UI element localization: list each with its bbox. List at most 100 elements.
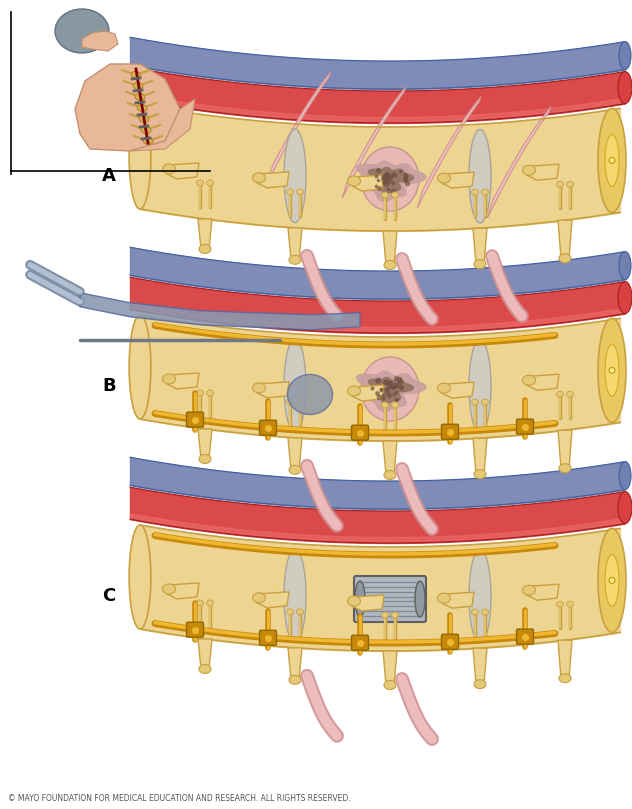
- Ellipse shape: [471, 399, 478, 405]
- Ellipse shape: [197, 600, 204, 606]
- FancyBboxPatch shape: [516, 419, 533, 434]
- Polygon shape: [198, 219, 212, 249]
- FancyBboxPatch shape: [260, 630, 277, 646]
- Ellipse shape: [135, 94, 145, 100]
- Polygon shape: [167, 583, 199, 599]
- Ellipse shape: [289, 256, 301, 265]
- Ellipse shape: [384, 260, 396, 269]
- Ellipse shape: [619, 252, 631, 280]
- Ellipse shape: [355, 581, 365, 617]
- Ellipse shape: [474, 680, 486, 688]
- Polygon shape: [473, 648, 487, 684]
- Polygon shape: [527, 375, 559, 390]
- Ellipse shape: [437, 593, 451, 604]
- FancyBboxPatch shape: [351, 635, 368, 650]
- Ellipse shape: [609, 158, 615, 163]
- Ellipse shape: [382, 612, 389, 618]
- Polygon shape: [558, 640, 572, 678]
- Ellipse shape: [286, 188, 293, 195]
- Polygon shape: [288, 648, 302, 680]
- Ellipse shape: [207, 180, 214, 186]
- Polygon shape: [473, 438, 487, 474]
- Ellipse shape: [288, 375, 332, 414]
- Ellipse shape: [296, 609, 303, 615]
- Ellipse shape: [162, 164, 176, 174]
- Ellipse shape: [348, 386, 360, 396]
- Ellipse shape: [391, 192, 399, 198]
- Ellipse shape: [197, 390, 204, 396]
- FancyBboxPatch shape: [516, 629, 533, 644]
- Ellipse shape: [296, 399, 303, 404]
- Ellipse shape: [253, 173, 265, 183]
- Polygon shape: [343, 87, 406, 198]
- FancyBboxPatch shape: [354, 576, 426, 622]
- Polygon shape: [288, 438, 302, 470]
- Polygon shape: [442, 172, 474, 188]
- Ellipse shape: [391, 402, 399, 408]
- Ellipse shape: [382, 402, 389, 408]
- Ellipse shape: [605, 554, 619, 607]
- Ellipse shape: [391, 612, 399, 618]
- Ellipse shape: [296, 188, 303, 195]
- Polygon shape: [527, 164, 559, 180]
- Ellipse shape: [253, 383, 265, 393]
- Ellipse shape: [348, 596, 360, 606]
- Ellipse shape: [605, 345, 619, 396]
- Ellipse shape: [566, 601, 573, 608]
- Ellipse shape: [469, 549, 491, 643]
- Ellipse shape: [557, 392, 564, 397]
- Ellipse shape: [609, 367, 615, 374]
- Polygon shape: [82, 31, 118, 51]
- Ellipse shape: [557, 601, 564, 608]
- Ellipse shape: [559, 674, 571, 683]
- FancyBboxPatch shape: [260, 420, 277, 435]
- Ellipse shape: [482, 609, 489, 615]
- Ellipse shape: [361, 357, 419, 421]
- Text: A: A: [102, 167, 116, 185]
- Ellipse shape: [139, 116, 149, 122]
- Ellipse shape: [618, 492, 632, 523]
- Ellipse shape: [566, 392, 573, 397]
- Ellipse shape: [609, 578, 615, 583]
- Ellipse shape: [137, 104, 147, 112]
- Text: C: C: [102, 587, 115, 605]
- Ellipse shape: [598, 108, 626, 213]
- Ellipse shape: [619, 462, 631, 489]
- Text: B: B: [102, 377, 116, 396]
- Polygon shape: [198, 639, 212, 669]
- Ellipse shape: [131, 71, 141, 78]
- Polygon shape: [442, 592, 474, 608]
- Ellipse shape: [133, 83, 143, 90]
- Ellipse shape: [207, 390, 214, 396]
- Polygon shape: [352, 175, 384, 191]
- Polygon shape: [257, 382, 289, 398]
- Ellipse shape: [559, 464, 571, 472]
- Ellipse shape: [523, 165, 535, 176]
- Polygon shape: [558, 220, 572, 258]
- Ellipse shape: [437, 383, 451, 393]
- Ellipse shape: [284, 339, 306, 433]
- Polygon shape: [527, 584, 559, 600]
- Polygon shape: [383, 231, 397, 265]
- Ellipse shape: [162, 374, 176, 384]
- Ellipse shape: [474, 470, 486, 479]
- Ellipse shape: [199, 664, 211, 673]
- Polygon shape: [356, 371, 426, 412]
- FancyBboxPatch shape: [442, 424, 458, 439]
- Ellipse shape: [207, 600, 214, 606]
- Ellipse shape: [286, 399, 293, 404]
- Ellipse shape: [197, 180, 204, 186]
- Polygon shape: [80, 293, 360, 330]
- Polygon shape: [383, 441, 397, 475]
- Ellipse shape: [605, 134, 619, 186]
- Ellipse shape: [284, 549, 306, 642]
- Ellipse shape: [618, 282, 632, 314]
- Polygon shape: [473, 228, 487, 265]
- Polygon shape: [368, 167, 413, 193]
- Ellipse shape: [129, 525, 151, 629]
- Polygon shape: [288, 228, 302, 260]
- Ellipse shape: [469, 339, 491, 433]
- Polygon shape: [257, 172, 289, 188]
- FancyBboxPatch shape: [186, 622, 204, 637]
- Polygon shape: [558, 430, 572, 468]
